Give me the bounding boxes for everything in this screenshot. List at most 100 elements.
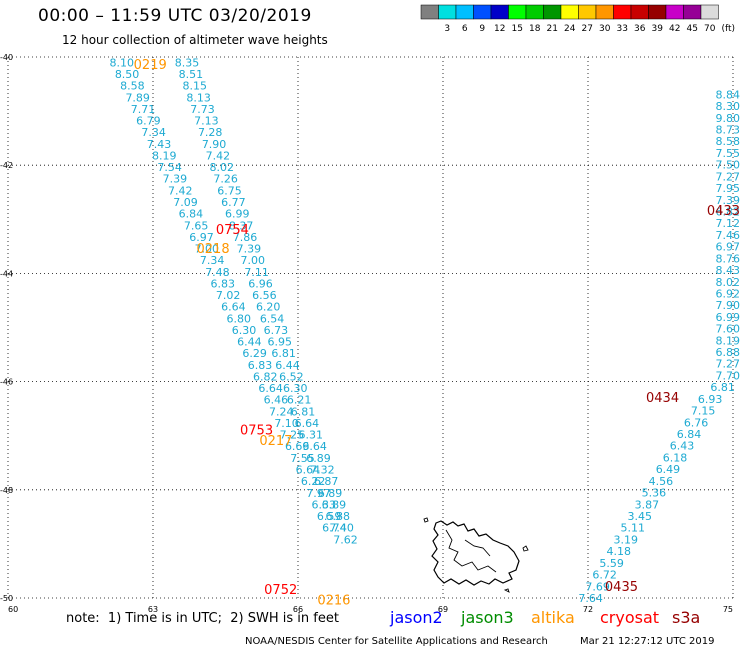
wave-height-value: 8.84 bbox=[716, 88, 740, 101]
wave-height-value: 6.31 bbox=[298, 429, 323, 442]
wave-height-value: 8.19 bbox=[152, 149, 177, 162]
wave-height-value: 6.82 bbox=[253, 370, 277, 383]
colorbar-tick-label: 30 bbox=[599, 24, 611, 34]
colorbar-tick-label: 9 bbox=[479, 24, 485, 34]
pass-time-label: 0753 bbox=[240, 423, 273, 438]
wave-height-value: 7.27 bbox=[716, 358, 740, 371]
pass-time-label: 0219 bbox=[134, 58, 167, 73]
colorbar-tick-label: 6 bbox=[462, 24, 468, 34]
pass-time-label: 0217 bbox=[259, 434, 292, 449]
colorbar-tick-label: 27 bbox=[582, 24, 593, 34]
wave-height-value: 6.46 bbox=[264, 394, 289, 407]
wave-height-value: 7.46 bbox=[716, 229, 740, 242]
legend-altika: altika bbox=[531, 608, 575, 627]
colorbar-tick-label: 12 bbox=[494, 24, 505, 34]
wave-height-value: 4.56 bbox=[649, 475, 674, 488]
wave-height-value: 3.87 bbox=[635, 498, 660, 511]
wave-height-value: 6.73 bbox=[264, 324, 289, 337]
wave-height-value: 6.89 bbox=[322, 498, 347, 511]
colorbar-tick-label: 33 bbox=[617, 24, 628, 34]
pass-time-label: 0435 bbox=[605, 580, 638, 595]
wave-height-value: 8.02 bbox=[716, 276, 740, 289]
legend-cryosat: cryosat bbox=[600, 608, 660, 627]
map-title: 00:00 – 11:59 UTC 03/20/2019 bbox=[38, 6, 312, 26]
wave-height-value: 7.54 bbox=[157, 161, 182, 174]
wave-height-value: 7.15 bbox=[691, 405, 716, 418]
wave-height-value: 6.30 bbox=[283, 382, 308, 395]
wave-height-value: 7.73 bbox=[190, 103, 215, 116]
wave-height-value: 5.59 bbox=[599, 557, 624, 570]
wave-height-value: 6.79 bbox=[136, 115, 161, 128]
wave-height-value: 7.00 bbox=[195, 243, 220, 256]
wave-height-value: 6.81 bbox=[710, 381, 735, 394]
wave-height-value: 7.71 bbox=[131, 103, 156, 116]
wave-height-value: 7.10 bbox=[274, 417, 299, 430]
wave-height-value: 5.11 bbox=[621, 522, 646, 535]
wave-height-value: 7.02 bbox=[216, 289, 241, 302]
colorbar-tick-label: 15 bbox=[512, 24, 523, 34]
wave-height-value: 6.81 bbox=[291, 405, 316, 418]
pass-time-label: 0218 bbox=[197, 242, 230, 257]
wave-height-value: 4.18 bbox=[606, 545, 631, 558]
kerguelen-islands-coastline bbox=[423, 517, 529, 593]
wave-height-value: 6.54 bbox=[260, 312, 285, 325]
wave-height-value: 7.62 bbox=[333, 533, 358, 546]
wave-height-value: 8.43 bbox=[716, 264, 740, 277]
wave-height-value: 6.95 bbox=[268, 336, 293, 349]
wave-height-value: 7.90 bbox=[202, 138, 227, 151]
wave-height-value: 7.48 bbox=[205, 266, 230, 279]
wave-height-value: 6.96 bbox=[248, 277, 273, 290]
wave-height-value: 8.76 bbox=[716, 252, 740, 265]
wave-height-value: 6.89 bbox=[318, 487, 343, 500]
wave-height-value: 7.64 bbox=[578, 592, 603, 605]
wave-height-value: 6.82 bbox=[716, 205, 740, 218]
generation-timestamp: Mar 21 12:27:12 UTC 2019 bbox=[580, 636, 715, 647]
lon-tick-label: 75 bbox=[723, 605, 733, 614]
colorbar-tick-label: 70 bbox=[704, 24, 716, 34]
wave-height-value: 7.39 bbox=[237, 243, 262, 256]
wave-height-value: 6.56 bbox=[252, 289, 276, 302]
pass-time-label: 0754 bbox=[216, 223, 249, 238]
wave-height-value: 6.43 bbox=[670, 440, 695, 453]
lon-tick-label: 66 bbox=[293, 605, 303, 614]
wave-height-value: 7.00 bbox=[240, 254, 265, 267]
lon-tick-label: 63 bbox=[148, 605, 158, 614]
wave-height-value: 7.39 bbox=[716, 194, 740, 207]
lon-tick-label: 60 bbox=[8, 605, 18, 614]
wave-height-value: 7.12 bbox=[716, 217, 740, 230]
wave-height-value: 6.88 bbox=[326, 510, 351, 523]
wave-height-value: 8.35 bbox=[175, 56, 200, 69]
wave-height-value: 7.65 bbox=[184, 219, 209, 232]
wave-height-value: 7.39 bbox=[163, 173, 188, 186]
wave-height-value: 7.69 bbox=[585, 580, 610, 593]
wave-height-value: 7.70 bbox=[716, 369, 740, 382]
wave-height-value: 6.64 bbox=[296, 464, 321, 477]
wave-height-value: 7.60 bbox=[716, 323, 740, 336]
colorbar-tick-label: 39 bbox=[652, 24, 664, 34]
axis-tick-labels: 60 63 66 69 72 75 -40 -42 -44 -46 -48 -50 bbox=[0, 53, 733, 614]
wave-height-value: 8.15 bbox=[182, 80, 207, 93]
lat-tick-label: -46 bbox=[0, 378, 13, 387]
wave-height-value: 8.13 bbox=[186, 91, 211, 104]
wave-height-value: 8.19 bbox=[716, 334, 740, 347]
pass-time-label: 0752 bbox=[264, 583, 297, 598]
wave-height-value: 6.64 bbox=[295, 417, 320, 430]
wave-height-value: 7.40 bbox=[329, 522, 354, 535]
wave-height-value: 6.30 bbox=[232, 324, 256, 337]
wave-height-value: 6.97 bbox=[189, 231, 214, 244]
lat-tick-label: -48 bbox=[0, 486, 13, 495]
wave-height-value: 7.89 bbox=[125, 91, 150, 104]
wave-height-value: 6.99 bbox=[225, 208, 250, 221]
wave-height-value: 7.27 bbox=[716, 170, 740, 183]
wave-height-value: 7.25 bbox=[280, 429, 305, 442]
wave-height-value: 6.84 bbox=[179, 208, 204, 221]
wave-height-value: 6.44 bbox=[275, 359, 300, 372]
wave-height-value: 8.73 bbox=[716, 123, 740, 136]
wave-height-value: 6.72 bbox=[592, 569, 617, 582]
wave-height-value: 8.51 bbox=[179, 68, 204, 81]
altimeter-tracks: 8.108.508.587.897.716.797.347.438.197.54… bbox=[110, 56, 740, 605]
footer-note: note: 1) Time is in UTC; 2) SWH is in fe… bbox=[66, 611, 339, 626]
wave-height-value: 7.50 bbox=[716, 159, 740, 172]
wave-height-value: 6.83 bbox=[211, 277, 236, 290]
